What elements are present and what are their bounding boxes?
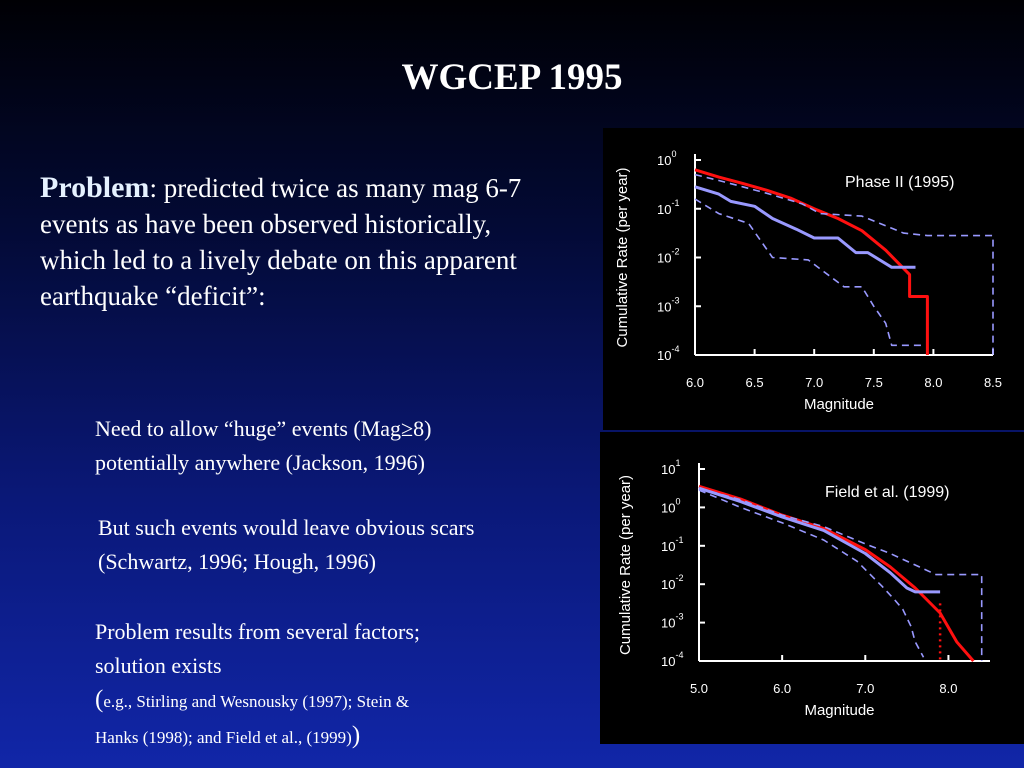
series-lower-bound [694, 198, 922, 347]
y-tick-label: 10-4 [661, 650, 683, 669]
huge-events-line-2: potentially anywhere (Jackson, 1996) [95, 450, 425, 475]
problem-label: Problem [40, 171, 150, 204]
citation-part-2: Hanks (1998); and Field et al., (1999) [95, 728, 352, 747]
y-tick-exponent: -4 [675, 650, 683, 660]
open-paren: ( [95, 686, 104, 713]
y-tick-label: 10-1 [661, 535, 683, 554]
x-axis-label: Magnitude [804, 702, 874, 719]
solution-point: Problem results from several factors; so… [95, 615, 565, 755]
x-tick-label: 5.0 [690, 681, 708, 696]
y-tick-exponent: 0 [675, 496, 680, 506]
series-upper-bound [694, 173, 994, 355]
y-tick-label: 100 [657, 149, 676, 168]
y-tick-label: 10-4 [657, 344, 679, 363]
y-axis-label: Cumulative Rate (per year) [617, 475, 634, 655]
series-model [698, 484, 975, 662]
solution-line-1: Problem results from several factors; [95, 619, 421, 644]
y-tick-exponent: -4 [671, 344, 679, 354]
y-tick-exponent: 0 [671, 149, 676, 159]
y-tick-base: 10 [657, 202, 671, 217]
chart-field-1999-svg: 5.0 6.0 7.0 8.010110010-110-210-310-4Field … [617, 458, 990, 719]
close-paren: ) [351, 722, 361, 749]
y-tick-label: 10-1 [657, 198, 679, 217]
solution-citation-line-1: (e.g., Stirling and Wesnousky (1997); St… [95, 683, 565, 719]
x-tick-label: 6.0 [686, 375, 704, 390]
huge-events-point: Need to allow “huge” events (Mag≥8) pote… [95, 412, 565, 480]
x-tick-label: 7.0 [856, 681, 874, 696]
solution-line-2: solution exists [95, 653, 222, 678]
y-tick-exponent: 1 [675, 458, 680, 468]
citation-part-1: e.g., Stirling and Wesnousky (1997); Ste… [103, 692, 410, 711]
x-axis-label: Magnitude [804, 396, 874, 413]
chart-field-1999: 5.0 6.0 7.0 8.0 101 100 10-1 10-2 10-3 10-4 Field … [600, 432, 1024, 744]
y-tick-label: 10-3 [661, 612, 683, 631]
y-tick-exponent: -1 [671, 198, 679, 208]
y-tick-label: 10-2 [657, 247, 679, 266]
scars-line-2: (Schwartz, 1996; Hough, 1996) [98, 549, 377, 574]
chart-title: Field et al. (1999) [825, 484, 950, 501]
series-observed [694, 185, 916, 269]
series-upper-bound [698, 487, 983, 661]
y-tick-base: 10 [657, 251, 671, 266]
y-tick-label: 101 [661, 458, 680, 477]
scars-line-1: But such events would leave obvious scar… [98, 515, 475, 540]
y-tick-base: 10 [661, 500, 675, 515]
series-model [694, 168, 929, 355]
x-tick-label: 7.5 [865, 375, 883, 390]
solution-citation-line-2: Hanks (1998); and Field et al., (1999)) [95, 719, 565, 755]
y-tick-base: 10 [661, 654, 675, 669]
x-tick-label: 8.0 [924, 375, 942, 390]
y-tick-base: 10 [661, 462, 675, 477]
problem-text: : predicted twice as many mag 6-7 events… [40, 173, 522, 311]
y-tick-label: 10-2 [661, 573, 683, 592]
x-tick-label: 6.0 [773, 681, 791, 696]
y-tick-label: 10-3 [657, 295, 679, 314]
y-tick-label: 100 [661, 496, 680, 515]
y-tick-exponent: -2 [675, 573, 683, 583]
y-tick-base: 10 [661, 539, 675, 554]
chart-phase-ii-svg: 6.0 6.5 7.0 7.5 8.0 8.510010-110-210-310-4Pha… [614, 149, 1002, 413]
series-observed [698, 486, 941, 594]
x-tick-label: 8.5 [984, 375, 1002, 390]
y-tick-exponent: -3 [675, 612, 683, 622]
huge-events-line-1: Need to allow “huge” events (Mag≥8) [95, 416, 432, 441]
y-tick-base: 10 [657, 348, 671, 363]
y-tick-base: 10 [657, 299, 671, 314]
y-axis-label: Cumulative Rate (per year) [614, 167, 631, 347]
y-tick-base: 10 [661, 577, 675, 592]
scars-point: But such events would leave obvious scar… [98, 511, 593, 579]
y-tick-base: 10 [661, 616, 675, 631]
y-tick-exponent: -3 [671, 295, 679, 305]
problem-statement: Problem: predicted twice as many mag 6-7… [40, 170, 530, 314]
series-lower-bound [698, 489, 925, 658]
y-tick-exponent: -1 [675, 535, 683, 545]
chart-phase-ii: 6.0 6.5 7.0 7.5 8.0 8.5 100 10-1 10-2 10-3 10-4 Pha… [603, 128, 1024, 430]
x-tick-label: 8.0 [939, 681, 957, 696]
x-tick-label: 7.0 [805, 375, 823, 390]
y-tick-exponent: -2 [671, 247, 679, 257]
slide-title: WGCEP 1995 [401, 57, 623, 98]
y-tick-base: 10 [657, 153, 671, 168]
x-tick-label: 6.5 [746, 375, 764, 390]
chart-title: Phase II (1995) [845, 174, 954, 191]
